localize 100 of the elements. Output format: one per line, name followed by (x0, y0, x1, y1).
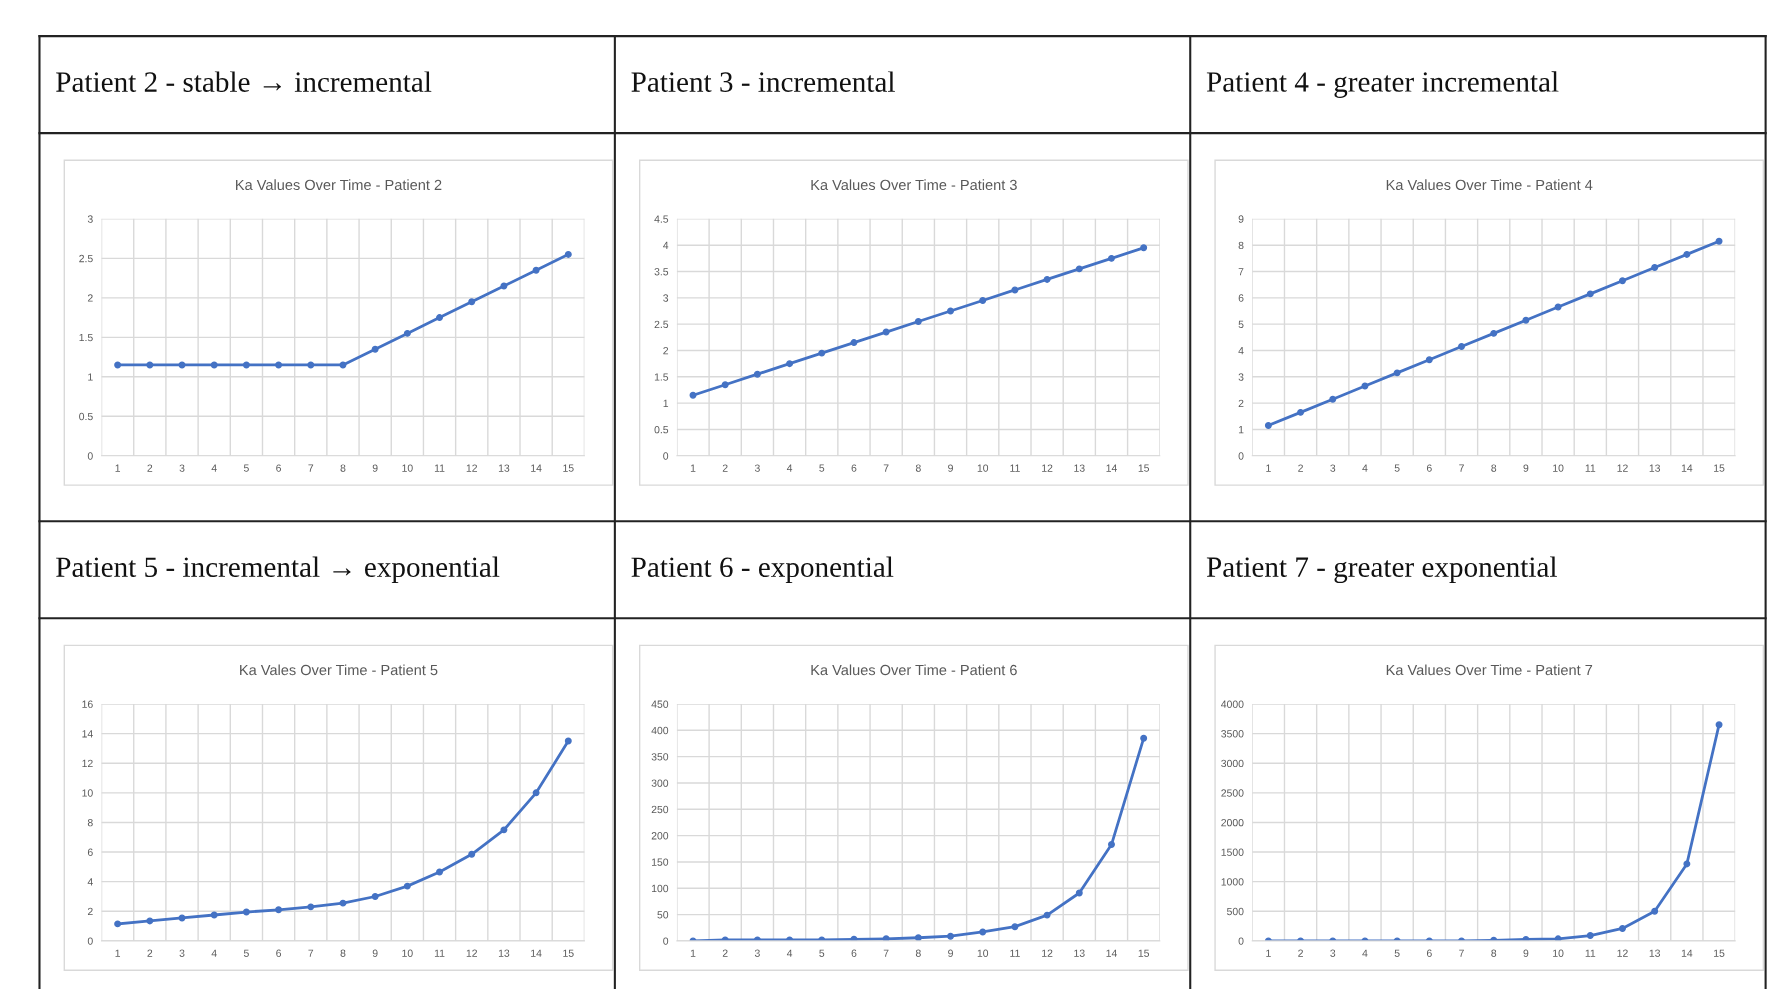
y-tick-label: 250 (651, 805, 669, 814)
x-tick-label: 7 (1459, 949, 1464, 957)
y-tick-label: 5 (1238, 320, 1244, 329)
x-tick-label: 11 (1010, 464, 1020, 472)
x-tick-label: 14 (531, 464, 542, 472)
x-tick-label: 3 (754, 464, 760, 472)
x-tick-label: 3 (179, 949, 185, 957)
chart-title: Ka Values Over Time - Patient 4 (1386, 179, 1593, 191)
chart-title: Ka Values Over Time - Patient 6 (811, 664, 1017, 676)
x-tick-label: 5 (243, 949, 249, 957)
y-tick-label: 1000 (1221, 878, 1244, 886)
chart-subtitle: Patient 4 - greater incremental (1206, 71, 1559, 98)
x-tick-label: 8 (1491, 464, 1497, 472)
x-tick-label: 13 (1649, 949, 1661, 957)
y-tick-label: 2 (87, 294, 93, 302)
x-tick-label: 15 (1714, 464, 1725, 472)
x-tick-label: 10 (977, 464, 989, 472)
y-tick-label: 100 (652, 884, 669, 893)
x-tick-label: 11 (434, 949, 445, 957)
x-tick-label: 4 (1362, 464, 1368, 472)
y-tick-label: 0 (663, 452, 669, 460)
y-tick-label: 50 (657, 911, 669, 919)
x-tick-label: 3 (1330, 464, 1336, 472)
x-tick-label: 1 (690, 949, 696, 957)
chart-title: Ka Values Over Time - Patient 3 (811, 179, 1017, 191)
x-tick-label: 8 (1491, 949, 1497, 957)
y-tick-label: 3000 (1221, 759, 1244, 768)
x-tick-label: 9 (372, 464, 378, 472)
y-tick-label: 3 (87, 215, 93, 223)
x-tick-label: 9 (372, 949, 378, 957)
chart-subtitle: Patient 2 - stable → incremental (56, 71, 432, 92)
x-tick-label: 2 (147, 464, 153, 472)
x-tick-label: 3 (179, 464, 185, 472)
x-tick-label: 14 (1106, 949, 1117, 957)
x-tick-label: 2 (722, 949, 728, 957)
y-tick-label: 12 (82, 759, 93, 767)
x-tick-label: 12 (466, 949, 477, 957)
x-tick-label: 2 (1298, 949, 1303, 957)
x-tick-label: 8 (340, 464, 346, 472)
x-tick-label: 12 (1617, 949, 1628, 957)
y-tick-label: 14 (82, 730, 93, 738)
x-tick-label: 15 (1138, 464, 1150, 472)
x-tick-label: 2 (1298, 464, 1303, 472)
y-tick-label: 2000 (1221, 818, 1244, 827)
chart-subtitle: Patient 7 - greater exponential (1206, 556, 1557, 583)
x-tick-label: 11 (1585, 949, 1596, 957)
x-tick-label: 12 (466, 464, 477, 472)
x-tick-label: 2 (722, 464, 728, 472)
x-tick-label: 5 (819, 464, 825, 472)
x-tick-label: 10 (402, 949, 413, 957)
y-tick-label: 400 (651, 726, 669, 735)
y-tick-label: 3 (1238, 373, 1244, 381)
y-tick-label: 500 (1226, 907, 1244, 916)
x-tick-label: 8 (915, 949, 921, 957)
y-tick-label: 350 (651, 753, 669, 761)
x-tick-label: 6 (851, 464, 857, 472)
y-tick-label: 2 (1238, 399, 1244, 407)
x-tick-label: 1 (1266, 464, 1271, 472)
y-tick-label: 6 (87, 848, 93, 856)
x-tick-label: 13 (498, 464, 510, 472)
x-tick-label: 10 (1553, 949, 1564, 957)
y-tick-label: 4 (87, 878, 93, 886)
y-tick-label: 4 (1238, 347, 1244, 355)
x-tick-label: 13 (1074, 464, 1085, 472)
y-tick-label: 1500 (1221, 848, 1244, 856)
x-tick-label: 6 (851, 949, 857, 957)
x-tick-label: 1 (115, 464, 121, 472)
y-tick-label: 3500 (1221, 730, 1244, 738)
y-tick-label: 1 (663, 399, 669, 407)
y-tick-label: 4 (663, 241, 669, 249)
x-tick-label: 14 (1681, 464, 1693, 472)
x-tick-label: 4 (786, 949, 793, 957)
x-tick-label: 4 (211, 949, 217, 957)
chart-subtitle: Patient 5 - incremental → exponential (56, 556, 500, 583)
x-tick-label: 11 (1010, 949, 1020, 957)
x-tick-label: 13 (1074, 949, 1085, 957)
y-tick-label: 7 (1238, 268, 1244, 276)
y-tick-label: 300 (651, 779, 669, 787)
x-tick-label: 11 (434, 464, 445, 472)
y-tick-label: 4.5 (654, 215, 669, 223)
y-tick-label: 16 (82, 700, 93, 708)
x-tick-label: 12 (1042, 949, 1053, 957)
x-tick-label: 14 (1681, 949, 1693, 957)
x-tick-label: 9 (1523, 464, 1529, 472)
y-tick-label: 1.5 (654, 373, 669, 381)
y-tick-label: 0 (1238, 937, 1244, 945)
y-tick-label: 0 (87, 937, 93, 945)
y-tick-label: 0 (87, 452, 93, 460)
x-tick-label: 10 (1553, 464, 1564, 472)
x-tick-label: 4 (211, 464, 217, 472)
x-tick-label: 5 (1394, 949, 1400, 957)
chart-subtitle: Patient 3 - incremental (631, 71, 895, 92)
x-tick-label: 4 (786, 464, 793, 472)
x-tick-label: 4 (1362, 949, 1368, 957)
x-tick-label: 8 (340, 949, 346, 957)
y-tick-label: 2.5 (79, 254, 93, 263)
x-tick-label: 6 (276, 464, 282, 472)
x-tick-label: 7 (308, 949, 314, 957)
x-tick-label: 3 (754, 949, 760, 957)
x-tick-label: 5 (243, 464, 249, 472)
